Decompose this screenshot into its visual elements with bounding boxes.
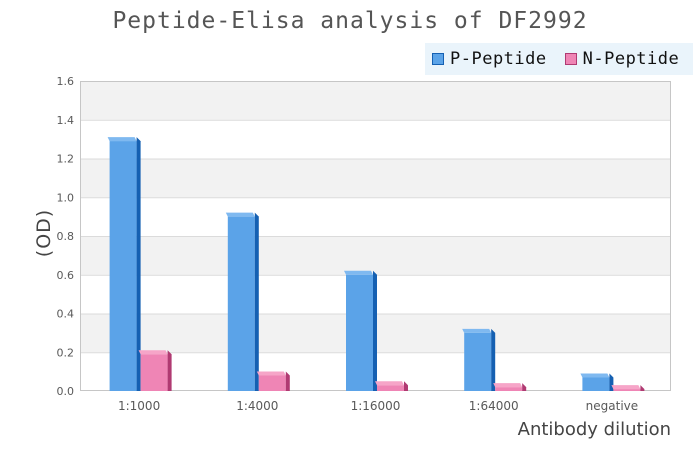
legend-label-p-peptide: P-Peptide <box>450 49 547 69</box>
x-tick-label: 1:16000 <box>351 399 401 413</box>
y-tick-label: 1.6 <box>57 75 75 88</box>
legend: P-Peptide N-Peptide <box>425 43 694 75</box>
y-tick-label: 0.6 <box>57 269 75 282</box>
bar-p-peptide-negative <box>580 373 614 391</box>
x-tick-label: 1:64000 <box>469 399 519 413</box>
plot-band <box>80 158 671 198</box>
x-tick-label: 1:4000 <box>236 399 278 413</box>
plot-band <box>80 81 671 120</box>
legend-label-n-peptide: N-Peptide <box>582 49 680 69</box>
bar-n-peptide-1-4000 <box>256 371 290 391</box>
x-axis-title: Antibody dilution <box>517 419 671 440</box>
y-tick-label: 1.4 <box>57 114 75 127</box>
n-peptide-swatch-icon <box>564 53 577 65</box>
bar-p-peptide-1-16000 <box>344 270 377 391</box>
y-tick-label: 0.0 <box>57 385 75 398</box>
legend-item-n-peptide[interactable]: N-Peptide <box>564 49 680 69</box>
y-tick-label: 0.4 <box>57 308 75 321</box>
bar-p-peptide-1-1000 <box>107 137 141 391</box>
plot-band <box>80 236 671 275</box>
p-peptide-swatch-icon <box>432 53 444 65</box>
legend-item-p-peptide[interactable]: P-Peptide <box>432 49 547 69</box>
y-tick-label: 1.0 <box>57 191 75 204</box>
bar-n-peptide-1-1000 <box>138 350 172 391</box>
bar-n-peptide-negative <box>611 385 645 391</box>
x-tick-label: negative <box>586 399 638 413</box>
bar-p-peptide-1-4000 <box>225 212 259 391</box>
y-tick-label: 0.2 <box>57 346 75 359</box>
y-tick-label: 0.8 <box>57 230 75 243</box>
bar-n-peptide-1-16000 <box>375 381 408 391</box>
x-tick-label: 1:1000 <box>118 399 160 413</box>
y-tick-label: 1.2 <box>57 153 75 166</box>
bar-n-peptide-1-64000 <box>493 383 527 391</box>
chart-title: Peptide-Elisa analysis of DF2992 <box>112 8 588 34</box>
bar-p-peptide-1-64000 <box>462 328 496 391</box>
